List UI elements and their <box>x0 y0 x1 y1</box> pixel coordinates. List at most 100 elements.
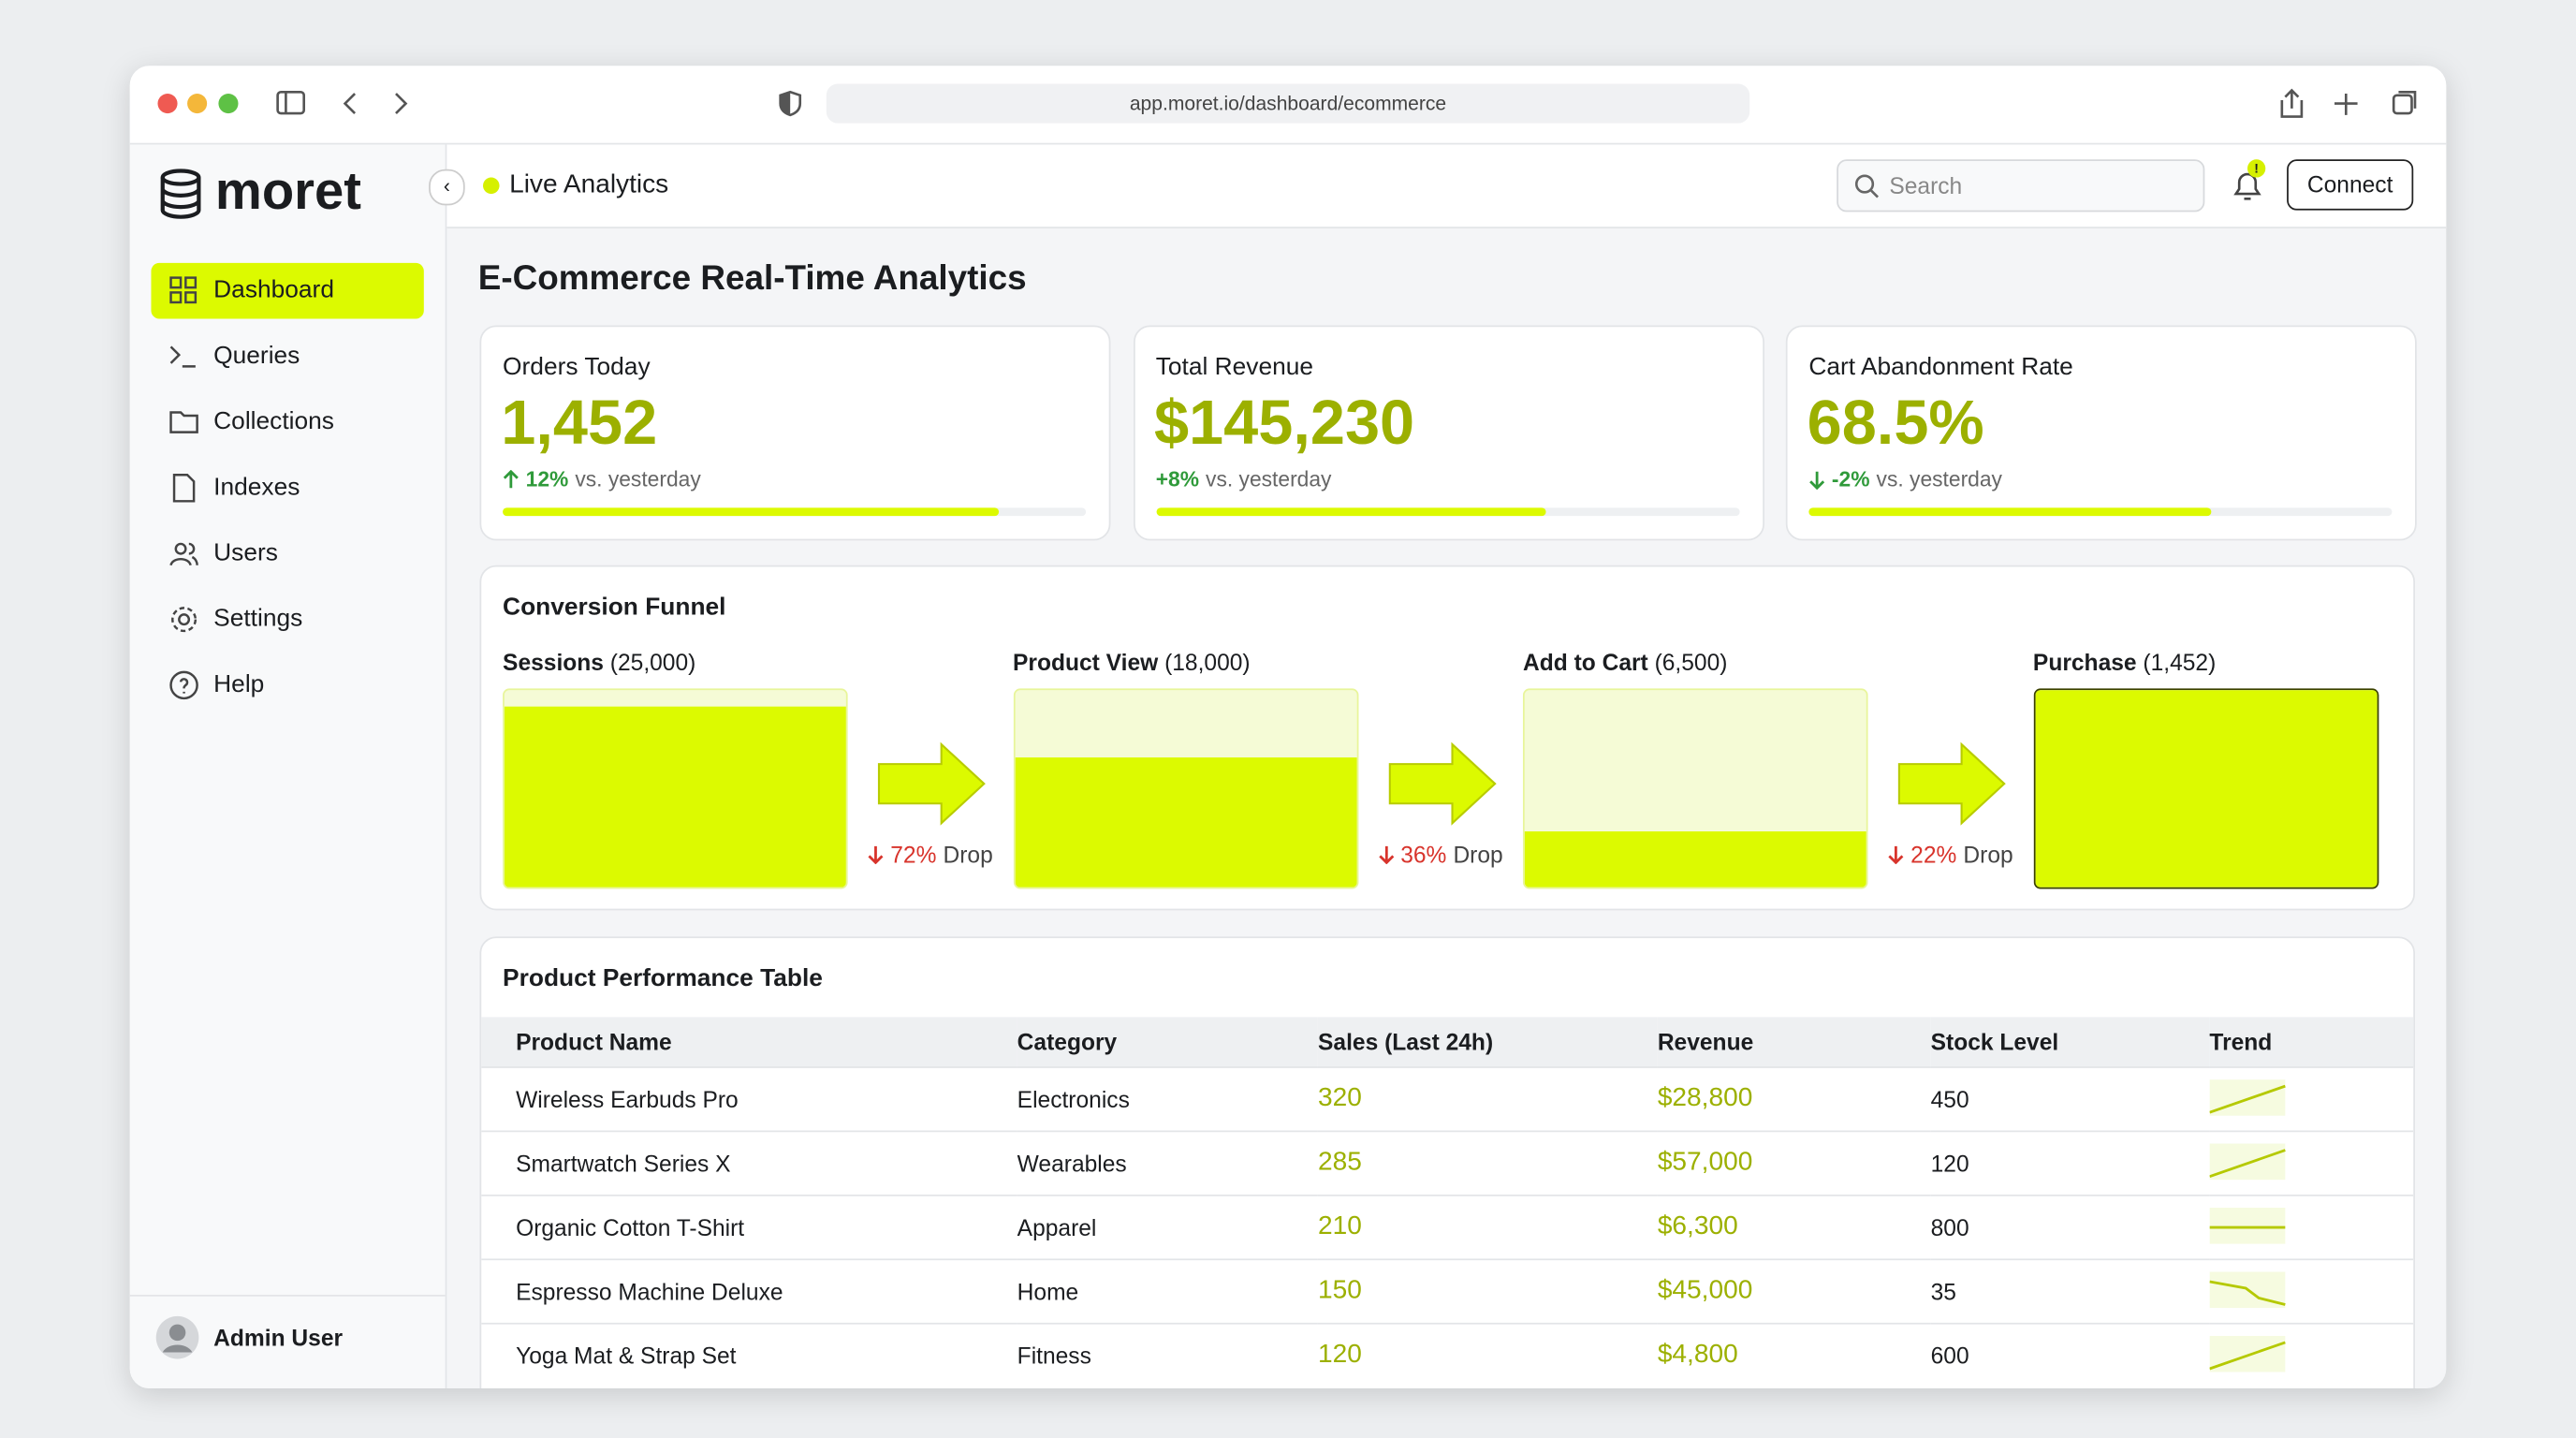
cell: 35 <box>1931 1259 2210 1323</box>
progress-track <box>503 507 1086 516</box>
drop-text: Drop <box>943 842 992 868</box>
cell: $57,000 <box>1658 1131 1931 1195</box>
connect-button[interactable]: Connect <box>2287 159 2413 210</box>
nav-item[interactable]: Dashboard <box>151 263 423 319</box>
trend-cell <box>2209 1067 2413 1131</box>
title-bar: app.moret.io/dashboard/ecommerce <box>130 66 2447 144</box>
cell: $6,300 <box>1658 1196 1931 1259</box>
nav-icons <box>274 89 422 122</box>
table-row: Yoga Mat & Strap SetFitness120$4,800600 <box>481 1324 2413 1387</box>
stage-label: Product View (18,000) <box>1013 649 1251 675</box>
trend-icon <box>2209 1079 2288 1119</box>
stage-box <box>2033 688 2378 888</box>
cell: 800 <box>1931 1196 2210 1259</box>
cell: Yoga Mat & Strap Set <box>481 1324 1017 1387</box>
table-card: Product Performance Table Product NameCa… <box>479 936 2415 1388</box>
cell: Apparel <box>1017 1196 1318 1259</box>
progress-track <box>1808 507 2392 516</box>
stage-sep <box>1158 649 1164 675</box>
nav-icon <box>168 340 200 373</box>
product-table: Product NameCategorySales (Last 24h)Reve… <box>481 1017 2413 1387</box>
progress-bar <box>1156 507 1546 516</box>
kpi-change: 12%vs. yesterday <box>503 466 701 491</box>
nav-icon <box>168 274 200 307</box>
drop-label: 72%Drop <box>868 842 993 868</box>
search-box[interactable]: Search <box>1837 159 2204 212</box>
drop-arrow <box>868 844 885 864</box>
minimize-button[interactable] <box>187 94 207 113</box>
nav-item[interactable]: Indexes <box>151 460 423 516</box>
column-header: Product Name <box>481 1017 1017 1067</box>
change-suffix: vs. yesterday <box>575 466 700 491</box>
trend-cell <box>2209 1324 2413 1387</box>
page-title: E-Commerce Real-Time Analytics <box>478 259 1027 299</box>
nav-item[interactable]: Help <box>151 657 423 713</box>
nav-label: Help <box>213 657 264 713</box>
collapse-button[interactable]: ‹ <box>429 169 465 206</box>
close-button[interactable] <box>157 94 177 113</box>
cell: 120 <box>1931 1131 2210 1195</box>
table-row: Smartwatch Series XWearables285$57,00012… <box>481 1131 2413 1195</box>
stage-fill <box>1015 757 1356 888</box>
funnel-card: Conversion Funnel Sessions (25,000)Produ… <box>479 565 2415 911</box>
stage-label: Sessions (25,000) <box>503 649 695 675</box>
progress-track <box>1156 507 1739 516</box>
cell: Fitness <box>1017 1324 1318 1387</box>
nav-label: Users <box>213 526 278 582</box>
drop-value: 22% <box>1910 842 1956 868</box>
trend-icon <box>2209 1144 2288 1183</box>
nav-item[interactable]: Queries <box>151 329 423 385</box>
kpi-card: Orders Today1,45212%vs. yesterday <box>479 326 1110 541</box>
drop-value: 36% <box>1400 842 1446 868</box>
kpi-change: -2%vs. yesterday <box>1808 466 2002 491</box>
table-title: Product Performance Table <box>503 964 823 992</box>
cell: Smartwatch Series X <box>481 1131 1017 1195</box>
drop-text: Drop <box>1963 842 2012 868</box>
stage-label: Purchase (1,452) <box>2033 649 2216 675</box>
cell: $28,800 <box>1658 1067 1931 1131</box>
trend-cell <box>2209 1196 2413 1259</box>
column-header: Trend <box>2209 1017 2413 1067</box>
notification-badge: ! <box>2247 159 2265 177</box>
nav-item[interactable]: Collections <box>151 394 423 450</box>
column-header: Revenue <box>1658 1017 1931 1067</box>
avatar <box>154 1314 200 1360</box>
arrow <box>875 741 987 827</box>
nav-icon <box>168 537 200 570</box>
trend-cell <box>2209 1259 2413 1323</box>
change-value: +8% <box>1156 466 1199 491</box>
shield-icon <box>777 91 803 117</box>
nav-item[interactable]: Settings <box>151 592 423 648</box>
stage-box <box>1013 688 1358 888</box>
column-header: Stock Level <box>1931 1017 2210 1067</box>
stage-box <box>1523 688 1868 888</box>
drop-label: 22% Drop <box>1888 842 2013 868</box>
stage-box <box>503 688 848 888</box>
nav-label: Dashboard <box>213 263 334 319</box>
progress-bar <box>1808 507 2211 516</box>
stage-count: (25,000) <box>610 649 696 675</box>
stage-count: (18,000) <box>1164 649 1251 675</box>
address-bar[interactable]: app.moret.io/dashboard/ecommerce <box>827 84 1749 124</box>
drop-arrow <box>1378 844 1395 864</box>
change-suffix: vs. yesterday <box>1206 466 1331 491</box>
trend-icon <box>2209 1208 2288 1247</box>
change-arrow <box>503 469 520 489</box>
cell: 600 <box>1931 1324 2210 1387</box>
cell: Wireless Earbuds Pro <box>481 1067 1017 1131</box>
top-bar: ‹ Live Analytics Search ! Connect <box>446 144 2446 228</box>
stage-fill <box>2035 690 2377 888</box>
search-placeholder: Search <box>1889 172 1962 198</box>
zoom-button[interactable] <box>218 94 238 113</box>
trend-icon <box>2209 1336 2288 1375</box>
table-row: Organic Cotton T-ShirtApparel210$6,30080… <box>481 1196 2413 1259</box>
kpi-card: Total Revenue$145,230+8%vs. yesterday <box>1133 326 1764 541</box>
column-header: Category <box>1017 1017 1318 1067</box>
user-name[interactable]: Admin User <box>213 1325 343 1351</box>
nav-item[interactable]: Users <box>151 526 423 582</box>
cell: 150 <box>1318 1259 1658 1323</box>
cell: Organic Cotton T-Shirt <box>481 1196 1017 1259</box>
trend-icon <box>2209 1271 2288 1311</box>
